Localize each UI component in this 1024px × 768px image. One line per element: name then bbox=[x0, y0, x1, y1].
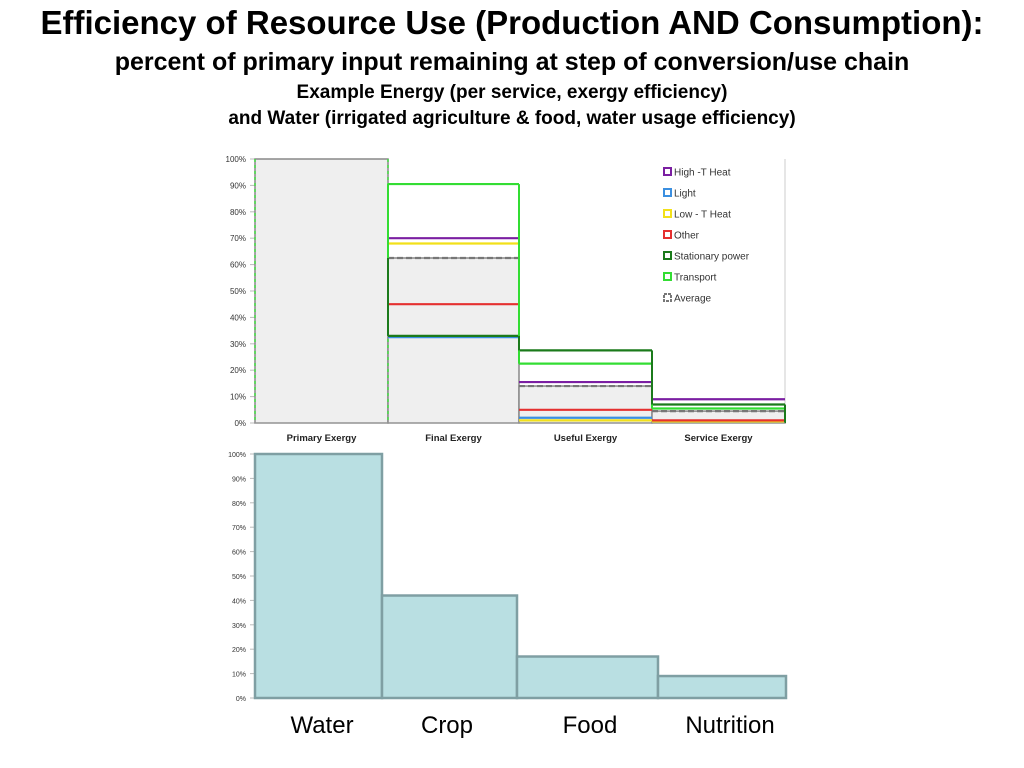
y-tick-label: 40% bbox=[230, 313, 246, 322]
average-fill-column bbox=[387, 257, 520, 424]
y-tick-label: 50% bbox=[232, 574, 246, 581]
bar-water bbox=[253, 452, 384, 700]
legend-swatch bbox=[663, 209, 672, 218]
legend-label: Average bbox=[674, 294, 712, 305]
y-tick-label: 0% bbox=[236, 696, 246, 703]
x-category-label: Service Exergy bbox=[684, 433, 753, 444]
legend-label: Stationary power bbox=[674, 252, 750, 263]
legend-label: High -T Heat bbox=[674, 168, 731, 179]
legend-label: Transport bbox=[674, 273, 717, 284]
y-tick-label: 20% bbox=[230, 366, 246, 375]
average-fill-column bbox=[254, 158, 389, 424]
bar-crop bbox=[380, 594, 519, 700]
y-tick-label: 40% bbox=[232, 598, 246, 605]
legend-label: Light bbox=[674, 189, 696, 200]
chart-title: Efficiency of Resource Use (Production A… bbox=[40, 4, 984, 41]
y-tick-label: 70% bbox=[230, 234, 246, 243]
x-category-label: Final Exergy bbox=[425, 433, 482, 444]
y-tick-label: 90% bbox=[230, 181, 246, 190]
y-tick-label: 10% bbox=[230, 393, 246, 402]
y-tick-label: 90% bbox=[232, 476, 246, 483]
legend-swatch bbox=[663, 230, 672, 239]
legend-swatch bbox=[663, 272, 672, 281]
legend-swatch bbox=[663, 188, 672, 197]
y-tick-label: 10% bbox=[232, 672, 246, 679]
y-tick-label: 100% bbox=[226, 155, 246, 164]
bar-food bbox=[515, 655, 660, 700]
y-tick-label: 50% bbox=[230, 287, 246, 296]
x-category-label: Primary Exergy bbox=[287, 433, 357, 444]
chart-subtitle-energy: Example Energy (per service, exergy effi… bbox=[296, 82, 728, 103]
legend-label: Other bbox=[674, 231, 700, 242]
x-category-label: Useful Exergy bbox=[554, 433, 618, 444]
y-tick-label: 100% bbox=[228, 452, 246, 459]
y-tick-label: 70% bbox=[232, 525, 246, 532]
x-category-label: Food bbox=[563, 712, 618, 739]
legend-label: Low - T Heat bbox=[674, 210, 731, 221]
y-tick-label: 80% bbox=[230, 208, 246, 217]
chart-subtitle-water: and Water (irrigated agriculture & food,… bbox=[228, 108, 796, 129]
x-category-label: Water bbox=[290, 712, 353, 739]
legend-swatch bbox=[663, 167, 672, 176]
y-tick-label: 60% bbox=[230, 261, 246, 270]
legend-swatch bbox=[663, 293, 672, 302]
x-category-label: Nutrition bbox=[685, 712, 774, 739]
y-tick-label: 30% bbox=[232, 623, 246, 630]
y-tick-label: 80% bbox=[232, 501, 246, 508]
chart-subtitle: percent of primary input remaining at st… bbox=[114, 48, 910, 76]
legend-swatch bbox=[663, 251, 672, 260]
bar-nutrition bbox=[656, 674, 788, 700]
y-tick-label: 20% bbox=[232, 647, 246, 654]
y-tick-label: 0% bbox=[234, 419, 246, 428]
y-tick-label: 30% bbox=[230, 340, 246, 349]
x-category-label: Crop bbox=[421, 712, 473, 739]
y-tick-label: 60% bbox=[232, 550, 246, 557]
